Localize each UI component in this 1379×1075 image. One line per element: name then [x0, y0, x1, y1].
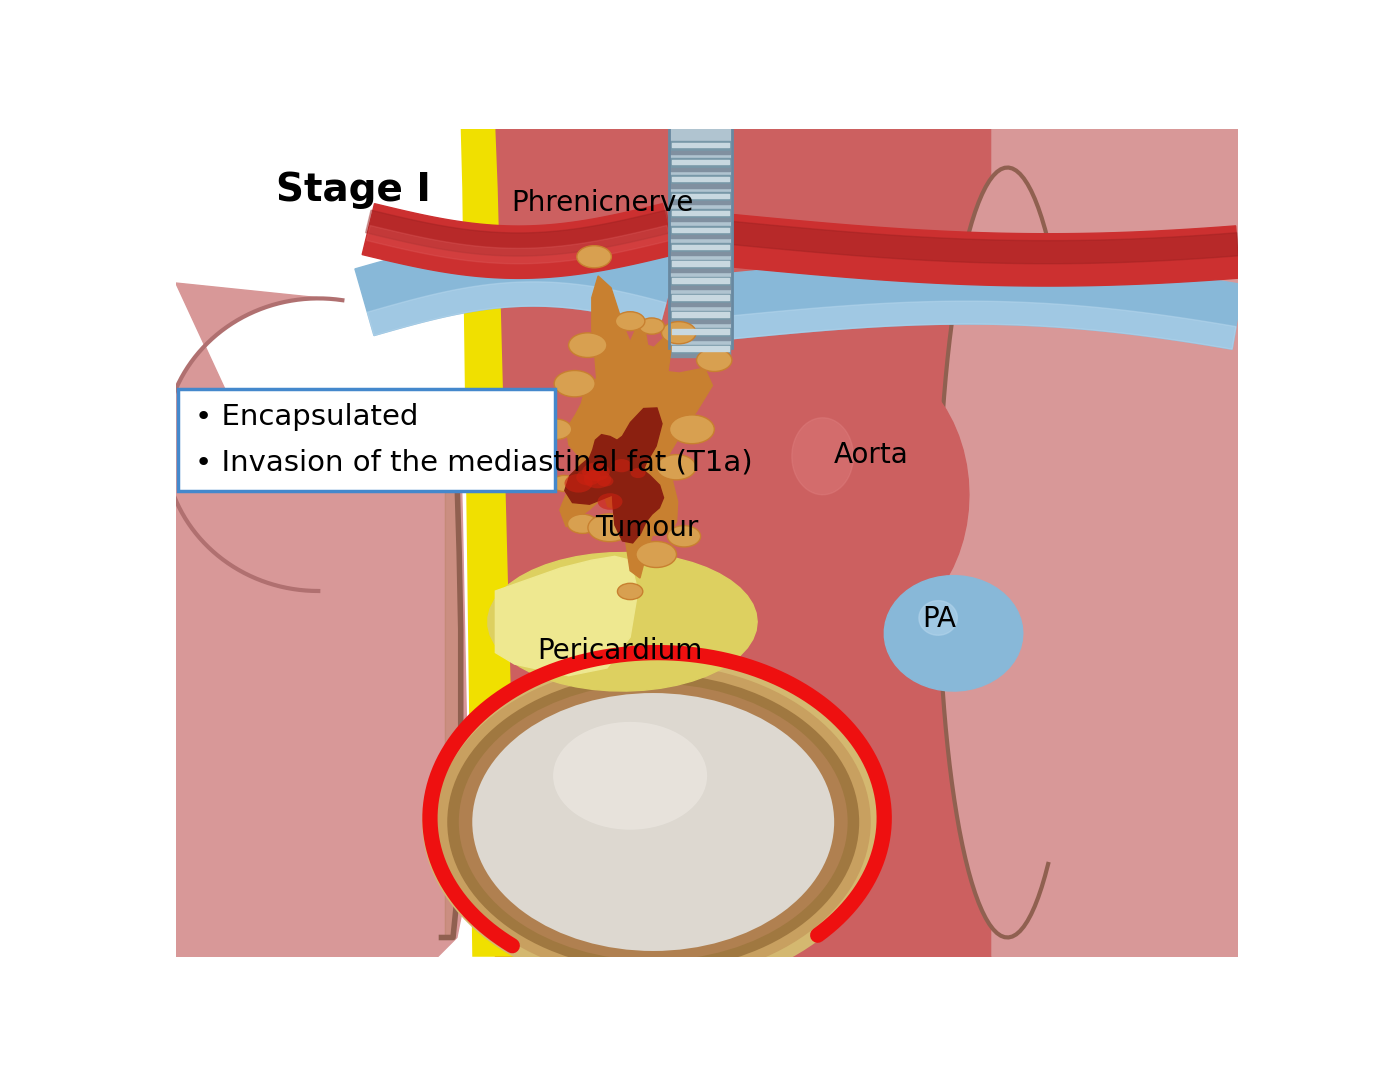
Ellipse shape: [618, 584, 643, 600]
Polygon shape: [367, 282, 666, 335]
Ellipse shape: [553, 722, 707, 830]
Ellipse shape: [667, 526, 701, 547]
Polygon shape: [731, 301, 1236, 349]
Text: Stage I: Stage I: [276, 171, 430, 210]
Ellipse shape: [638, 318, 665, 334]
Polygon shape: [884, 575, 1023, 691]
Ellipse shape: [447, 674, 859, 971]
Polygon shape: [441, 399, 461, 937]
Ellipse shape: [564, 474, 593, 492]
Text: Phrenicnerve: Phrenicnerve: [510, 189, 694, 217]
Ellipse shape: [539, 419, 572, 440]
Polygon shape: [676, 129, 724, 253]
Polygon shape: [365, 211, 672, 256]
FancyBboxPatch shape: [178, 389, 556, 491]
Polygon shape: [738, 353, 969, 637]
Text: Aorta: Aorta: [834, 441, 909, 469]
Ellipse shape: [568, 333, 607, 358]
Polygon shape: [731, 221, 1238, 263]
Ellipse shape: [597, 475, 614, 487]
Ellipse shape: [636, 542, 677, 568]
Text: • Encapsulated: • Encapsulated: [194, 403, 418, 431]
Polygon shape: [669, 129, 732, 348]
Ellipse shape: [576, 246, 611, 268]
Ellipse shape: [612, 459, 632, 472]
Ellipse shape: [459, 684, 848, 961]
Ellipse shape: [630, 468, 645, 478]
Text: Pericardium: Pericardium: [538, 637, 703, 665]
Ellipse shape: [696, 348, 732, 372]
Ellipse shape: [552, 475, 576, 491]
Polygon shape: [461, 129, 517, 957]
Polygon shape: [495, 129, 992, 957]
Ellipse shape: [568, 514, 597, 533]
Ellipse shape: [554, 371, 596, 397]
Polygon shape: [164, 283, 342, 591]
Ellipse shape: [597, 493, 622, 510]
Text: • Invasion of the mediastinal fat (T1a): • Invasion of the mediastinal fat (T1a): [194, 448, 753, 476]
Ellipse shape: [472, 693, 834, 951]
Polygon shape: [727, 259, 1242, 349]
Polygon shape: [363, 203, 674, 278]
Ellipse shape: [662, 321, 696, 344]
Ellipse shape: [587, 514, 632, 542]
Polygon shape: [792, 418, 854, 494]
Ellipse shape: [576, 469, 601, 486]
Polygon shape: [177, 453, 469, 957]
Polygon shape: [354, 236, 677, 335]
Ellipse shape: [615, 312, 645, 331]
Ellipse shape: [436, 664, 870, 979]
Polygon shape: [177, 453, 461, 957]
Ellipse shape: [582, 462, 610, 481]
Ellipse shape: [422, 653, 884, 991]
Ellipse shape: [656, 455, 696, 479]
Polygon shape: [560, 276, 713, 578]
Polygon shape: [918, 601, 957, 635]
Text: PA: PA: [923, 605, 957, 633]
Polygon shape: [938, 129, 1048, 957]
Text: Tumour: Tumour: [596, 514, 699, 542]
Ellipse shape: [583, 470, 611, 488]
Polygon shape: [495, 557, 638, 676]
Polygon shape: [729, 215, 1240, 286]
Polygon shape: [565, 407, 663, 543]
Polygon shape: [488, 553, 757, 691]
Polygon shape: [367, 226, 670, 263]
Polygon shape: [177, 129, 1238, 957]
Ellipse shape: [670, 415, 714, 444]
Polygon shape: [992, 129, 1238, 957]
